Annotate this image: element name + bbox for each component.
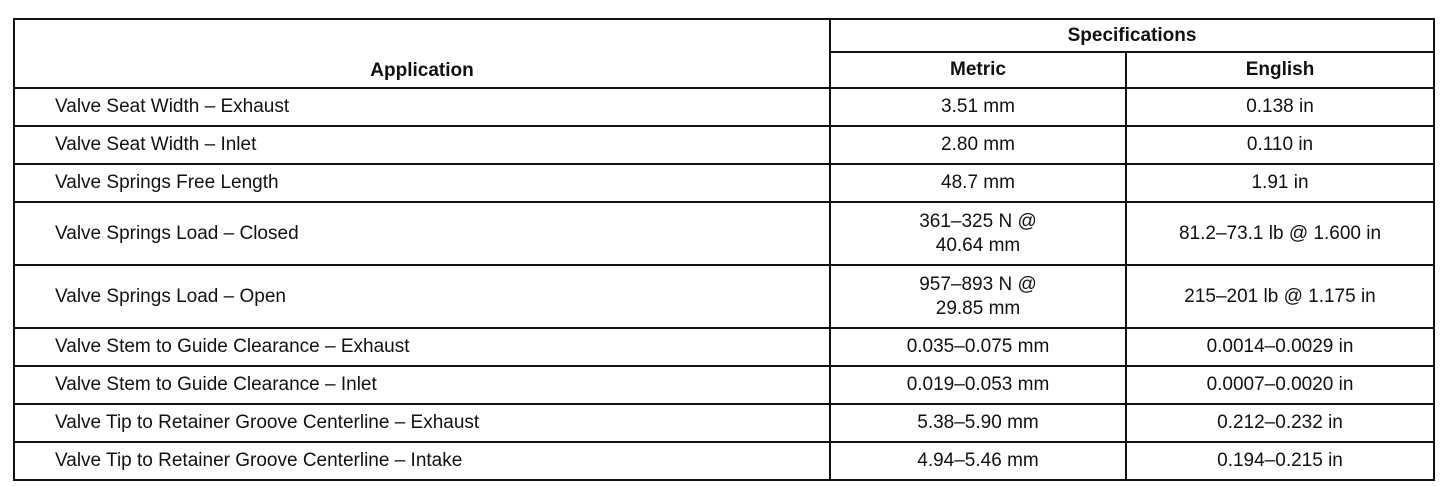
metric-line: 29.85 mm: [935, 297, 1021, 319]
application-cell: Valve Seat Width – Inlet: [13, 125, 831, 165]
header-english: English: [1124, 51, 1436, 89]
application-cell: Valve Stem to Guide Clearance – Exhaust: [13, 327, 831, 367]
metric-cell: 0.035–0.075 mm: [829, 327, 1127, 367]
header-subrow: Metric English: [14, 51, 1436, 89]
table-row: Valve Seat Width – Exhaust 3.51 mm 0.138…: [13, 87, 1436, 127]
application-cell: Valve Seat Width – Exhaust: [13, 87, 831, 127]
metric-cell: 5.38–5.90 mm: [829, 403, 1127, 443]
english-cell: 215–201 lb @ 1.175 in: [1124, 264, 1436, 329]
table-row: Valve Tip to Retainer Groove Centerline …: [13, 441, 1436, 481]
header-row: Application Specifications: [13, 18, 1436, 89]
application-cell: Valve Springs Load – Closed: [13, 201, 831, 266]
application-cell: Valve Tip to Retainer Groove Centerline …: [13, 403, 831, 443]
english-cell: 0.0007–0.0020 in: [1124, 365, 1436, 405]
english-cell: 0.194–0.215 in: [1124, 441, 1436, 481]
header-application: Application: [13, 18, 831, 89]
header-application-label: Application: [370, 60, 474, 81]
english-cell: 81.2–73.1 lb @ 1.600 in: [1124, 201, 1436, 266]
table-row: Valve Springs Load – Open 957–893 N @ 29…: [13, 264, 1436, 329]
english-cell: 0.212–0.232 in: [1124, 403, 1436, 443]
table-row: Valve Tip to Retainer Groove Centerline …: [13, 403, 1436, 443]
english-cell: 0.110 in: [1124, 125, 1436, 165]
table-row: Valve Springs Load – Closed 361–325 N @ …: [13, 201, 1436, 266]
header-metric: Metric: [829, 51, 1127, 89]
metric-cell: 3.51 mm: [829, 87, 1127, 127]
table-row: Valve Stem to Guide Clearance – Inlet 0.…: [13, 365, 1436, 405]
english-cell: 1.91 in: [1124, 163, 1436, 203]
english-cell: 0.138 in: [1124, 87, 1436, 127]
metric-cell: 957–893 N @ 29.85 mm: [829, 264, 1127, 329]
metric-line: 361–325 N @: [919, 210, 1037, 232]
header-specifications: Specifications: [828, 18, 1436, 53]
specifications-table: Application Specifications Metric Englis…: [13, 18, 1436, 481]
application-cell: Valve Springs Load – Open: [13, 264, 831, 329]
metric-line: 957–893 N @: [919, 273, 1037, 295]
metric-cell: 4.94–5.46 mm: [829, 441, 1127, 481]
metric-line: 40.64 mm: [935, 234, 1021, 256]
metric-cell: 2.80 mm: [829, 125, 1127, 165]
table-row: Valve Springs Free Length 48.7 mm 1.91 i…: [13, 163, 1436, 203]
application-cell: Valve Tip to Retainer Groove Centerline …: [13, 441, 831, 481]
table-row: Valve Seat Width – Inlet 2.80 mm 0.110 i…: [13, 125, 1436, 165]
english-cell: 0.0014–0.0029 in: [1124, 327, 1436, 367]
application-cell: Valve Stem to Guide Clearance – Inlet: [13, 365, 831, 405]
application-cell: Valve Springs Free Length: [13, 163, 831, 203]
table-row: Valve Stem to Guide Clearance – Exhaust …: [13, 327, 1436, 367]
metric-cell: 361–325 N @ 40.64 mm: [829, 201, 1127, 266]
metric-cell: 0.019–0.053 mm: [829, 365, 1127, 405]
metric-cell: 48.7 mm: [829, 163, 1127, 203]
